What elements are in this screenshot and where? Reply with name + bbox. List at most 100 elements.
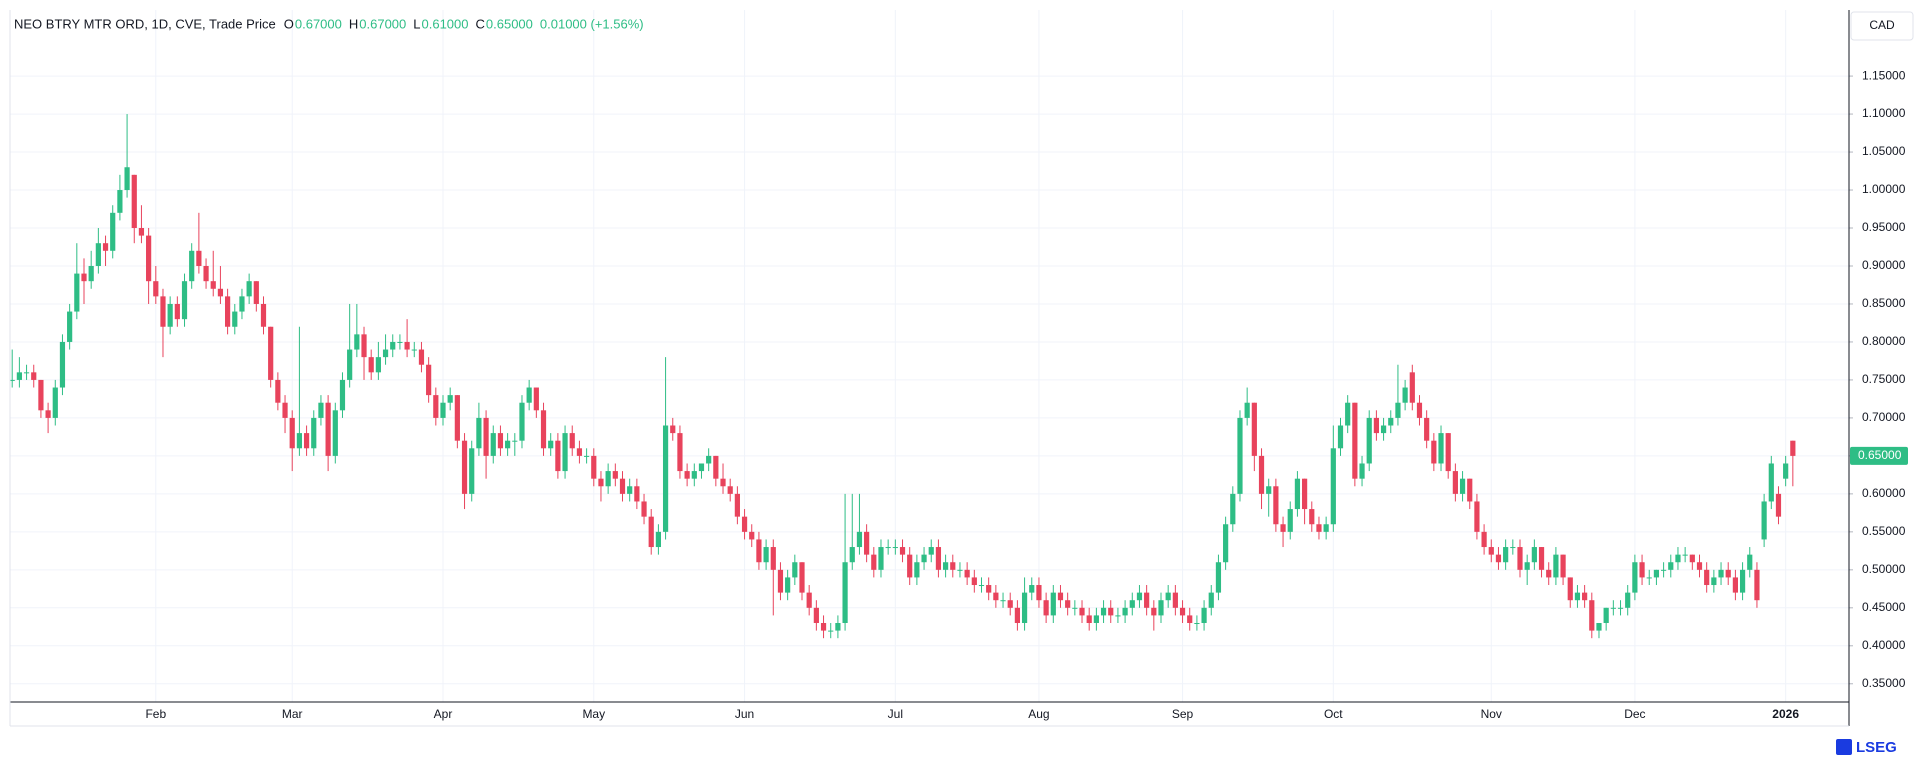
candle-body (619, 478, 626, 494)
candle-body (232, 311, 238, 327)
candle-body (382, 349, 389, 358)
x-tick-label: Oct (1324, 707, 1343, 721)
candle-body (81, 273, 87, 282)
currency[interactable]: CAD (1869, 18, 1895, 32)
candle-body (1653, 569, 1660, 578)
candle-body (74, 273, 80, 312)
x-tick-label: May (582, 707, 605, 721)
candle-body (605, 471, 611, 487)
candle-body (1689, 554, 1695, 563)
candle-body (1079, 607, 1085, 616)
candle-body (1553, 554, 1559, 578)
candle-body (820, 623, 827, 631)
candle-body (88, 265, 94, 282)
chart-title: NEO BTRY MTR ORD, 1D, CVE, Trade Price (14, 16, 276, 31)
candle-body (1065, 600, 1071, 608)
candle-body (576, 448, 583, 456)
candle-body (1761, 501, 1767, 540)
currency-box[interactable] (1850, 11, 1914, 41)
y-tick-label: 0.50000 (1862, 562, 1906, 576)
candle-body (260, 303, 267, 327)
candle-body (1445, 433, 1451, 472)
candle-body (239, 296, 245, 312)
candle-body (1237, 417, 1243, 494)
candle-body (1596, 623, 1602, 631)
candle-body (203, 265, 209, 282)
candle-body (31, 372, 37, 380)
candle-body (23, 372, 30, 374)
candle-body (698, 463, 705, 472)
y-tick-label: 0.40000 (1862, 638, 1906, 652)
candle-body (246, 281, 252, 297)
candle-body (1072, 607, 1078, 609)
candle-body (777, 569, 784, 593)
candle-body (404, 341, 410, 350)
candle-body (892, 547, 898, 549)
x-tick-label: Apr (434, 707, 453, 721)
candle-body (1108, 607, 1114, 616)
x-tick-label: Nov (1481, 707, 1502, 721)
legend-value: 0.65000 (486, 16, 533, 31)
candle-body (1725, 569, 1731, 578)
candle-body (612, 471, 618, 479)
candle-body (1732, 577, 1738, 593)
candle-body (1179, 607, 1186, 616)
candle-body (1115, 615, 1121, 617)
candle-body (275, 379, 281, 403)
candle-body (864, 531, 870, 555)
candle-body (871, 554, 877, 570)
candle-body (1754, 569, 1760, 601)
candle-body (1151, 607, 1157, 616)
candle-body (1187, 615, 1193, 624)
candle-body (1000, 600, 1006, 602)
candle-body (1050, 592, 1056, 616)
candle-body (1747, 554, 1753, 570)
candle-body (117, 190, 123, 213)
candle-body (1560, 554, 1566, 578)
candle-body (1122, 607, 1128, 616)
candle-body (95, 243, 101, 266)
candle-body (296, 433, 302, 449)
candle-body (1661, 569, 1667, 571)
candle-body (318, 402, 324, 418)
y-tick-label: 0.55000 (1862, 524, 1906, 538)
candle-body (16, 372, 22, 380)
candle-body (1208, 592, 1214, 608)
candle-body (1603, 607, 1609, 624)
x-tick-label: Jun (735, 707, 754, 721)
candle-body (1538, 547, 1545, 570)
candle-body (217, 288, 224, 297)
y-tick-label: 0.75000 (1862, 372, 1906, 386)
candle-body (9, 379, 15, 381)
y-tick-label: 1.10000 (1862, 106, 1906, 120)
legend-key: H (349, 16, 358, 31)
candle-body (497, 433, 504, 449)
candle-body (763, 547, 769, 563)
legend-key: C (476, 16, 485, 31)
x-tick-label: Dec (1624, 707, 1645, 721)
y-tick-label: 0.85000 (1862, 296, 1906, 310)
candle-body (1582, 592, 1588, 601)
candle-body (598, 478, 604, 487)
candle-body (1510, 547, 1516, 549)
candle-body (311, 417, 317, 449)
candle-body (440, 402, 446, 418)
candle-body (1345, 402, 1351, 426)
candle-body (138, 228, 145, 236)
candle-body (907, 554, 913, 578)
candle-body (1158, 600, 1164, 616)
candle-body (411, 349, 417, 351)
candle-body (1452, 471, 1458, 494)
candle-body (1007, 600, 1013, 608)
candle-body (1739, 569, 1746, 593)
candle-body (1431, 440, 1437, 464)
candle-body (1531, 547, 1537, 563)
candle-body (727, 486, 733, 494)
candle-body (935, 547, 942, 570)
x-tick-label: Aug (1028, 707, 1049, 721)
y-tick-label: 0.60000 (1862, 486, 1906, 500)
candle-body (1273, 486, 1279, 525)
candle-body (1632, 562, 1638, 593)
candle-body (950, 562, 956, 570)
